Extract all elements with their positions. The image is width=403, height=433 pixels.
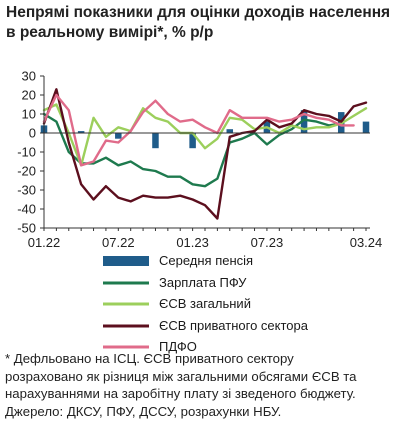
legend-label-esv-private: ЄСВ приватного сектора <box>159 317 308 333</box>
series-line-4 <box>42 93 355 167</box>
series-line-3 <box>42 88 368 220</box>
bar-pension-04.23 <box>226 129 234 133</box>
legend-swatch-pdfo <box>103 345 149 349</box>
legend-swatch-salary <box>103 281 149 284</box>
y-tick-label-0: 0 <box>29 126 36 141</box>
legend-swatch-esv-private <box>103 324 149 327</box>
bar-pension-07.22 <box>115 133 122 139</box>
series-line-1 <box>42 112 343 188</box>
footnote-line-3: нарахуваннями на заробітну плату зі звед… <box>5 386 356 401</box>
bar-pension-04.22 <box>77 131 85 133</box>
legend-label-esv-total: ЄСВ загальний <box>159 296 251 311</box>
y-tick-label--30: -30 <box>17 183 36 198</box>
y-tick-label-20: 20 <box>22 88 36 103</box>
series-line-2 <box>42 103 368 167</box>
bar-pension-01.23 <box>189 133 196 149</box>
legend-label-salary: Зарплата ПФУ <box>159 274 247 290</box>
footnote-line-1: * Дефльовано на ІСЦ. ЄСВ приватного сект… <box>5 351 294 366</box>
x-tick-label-07.22: 07.22 <box>102 235 135 250</box>
bar-pension-10.23 <box>300 110 308 133</box>
y-tick-label--20: -20 <box>17 164 36 179</box>
y-tick-label--50: -50 <box>17 221 36 236</box>
chart-title-line-2: в реальному вимірі*, % р/р <box>6 24 214 41</box>
footnote-line-2: розраховано як різниця між загальними об… <box>5 368 357 384</box>
bar-pension-03.24 <box>362 121 370 133</box>
footnote-line-4: Джерело: ДКСУ, ПФУ, ДССУ, розрахунки НБУ… <box>5 403 282 419</box>
footnote: * Дефльовано на ІСЦ. ЄСВ приватного сект… <box>5 350 401 420</box>
x-tick-label-07.23: 07.23 <box>251 235 284 250</box>
lines-group <box>42 88 368 220</box>
legend-label-pension: Середня пенсія <box>159 253 254 268</box>
x-tick-label-03.24: 03.24 <box>350 235 383 250</box>
bar-pension-10.22 <box>152 133 159 149</box>
chart-title-line-1: Непрямі показники для оцінки доходів нас… <box>6 4 391 21</box>
y-tick-label-10: 10 <box>22 107 36 122</box>
chart-title: Непрямі показники для оцінки доходів нас… <box>6 3 401 43</box>
legend-swatch-pension <box>103 256 149 266</box>
legend-label-pdfo: ПДФО <box>159 339 197 354</box>
y-tick-label--40: -40 <box>17 202 36 217</box>
y-tick-label--10: -10 <box>17 145 36 160</box>
legend-swatch-esv-total <box>103 302 149 306</box>
x-tick-label-01.23: 01.23 <box>176 235 209 250</box>
y-tick-label-30: 30 <box>22 69 36 84</box>
x-tick-label-01.22: 01.22 <box>28 235 61 250</box>
